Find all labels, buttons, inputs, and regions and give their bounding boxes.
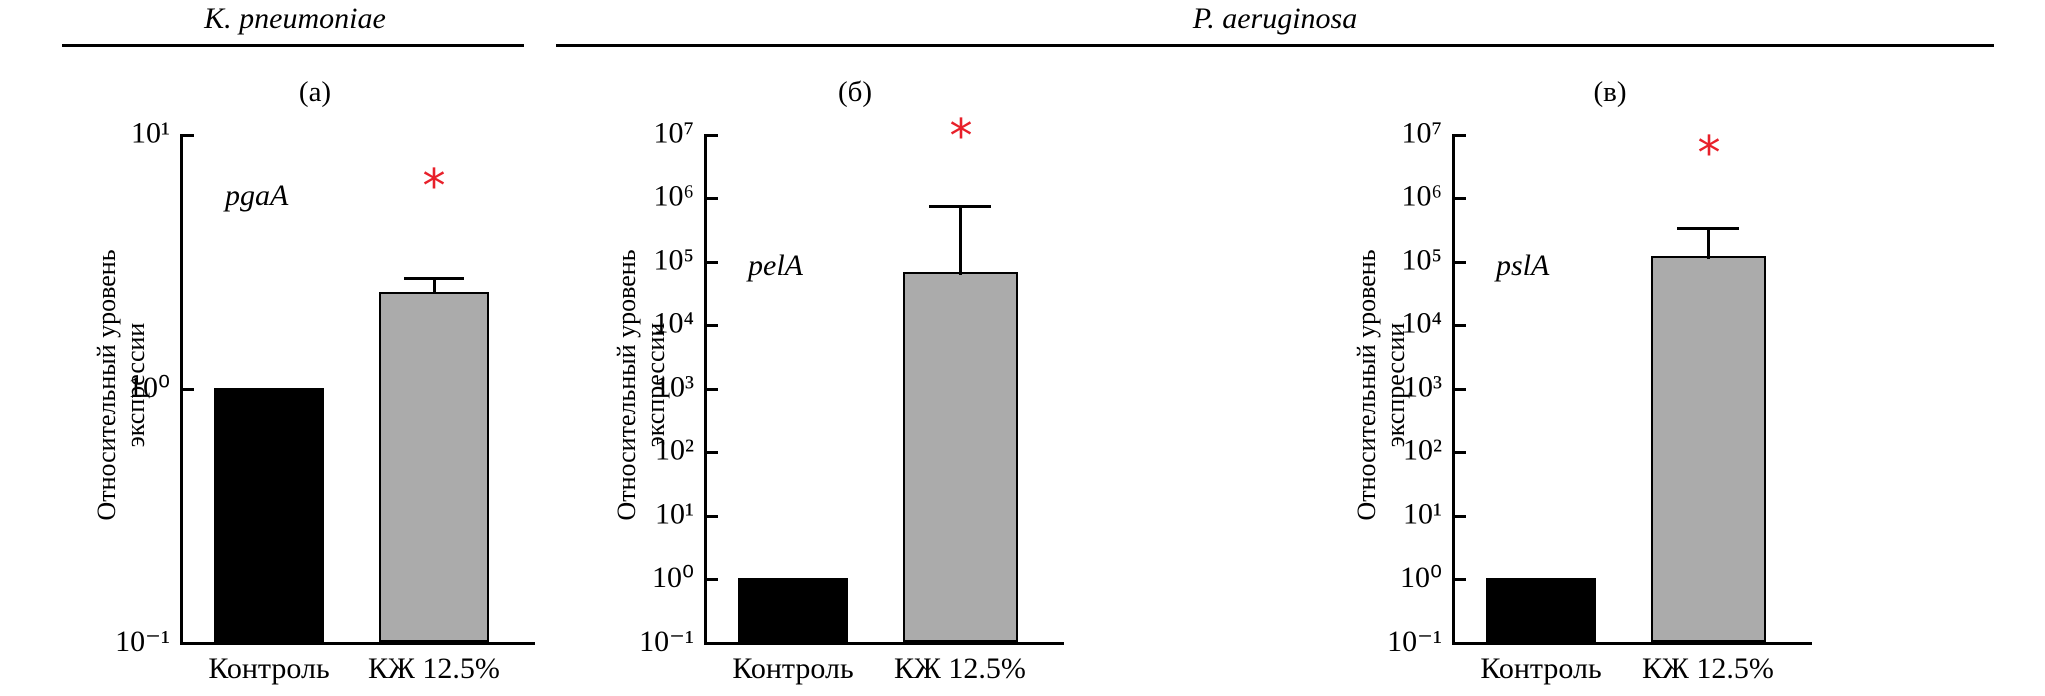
panel-b-letter: (б) xyxy=(837,76,873,108)
panel-b-ticklabel-1e-1: 10⁻¹ xyxy=(639,624,694,658)
panel-b: (б) Относительный уровень экспрессии 10⁷… xyxy=(560,0,1300,696)
panel-b-bar-treatment xyxy=(903,272,1018,642)
panel-c-tick-1e7 xyxy=(1453,134,1466,137)
panel-a-ticklabel-1e1: 10¹ xyxy=(131,116,170,150)
panel-b-tick-1e5 xyxy=(705,261,718,264)
panel-c-ticklabel-1e3: 10³ xyxy=(1403,370,1442,404)
panel-a-ticklabel-1e-1: 10⁻¹ xyxy=(115,624,170,658)
panel-a-gene-label: pgaA xyxy=(225,179,289,212)
panel-a-tick-1e1 xyxy=(181,134,194,137)
panel-c-xlabel-control: Контроль xyxy=(1480,652,1602,685)
panel-b-ticklabel-1e5: 10⁵ xyxy=(653,243,694,277)
panel-a-xlabel-control: Контроль xyxy=(208,652,330,685)
panel-b-ticklabel-1e0: 10⁰ xyxy=(651,560,694,594)
panel-a-error-cap xyxy=(404,277,464,280)
panel-c-ticklabel-1e4: 10⁴ xyxy=(1401,306,1442,340)
panel-a-bar-treatment xyxy=(379,292,489,642)
panel-c-gene-label: pslA xyxy=(1496,249,1550,282)
panel-a-bar-control xyxy=(214,388,324,642)
header-rule-left xyxy=(62,44,524,47)
panel-c-bar-treatment xyxy=(1651,256,1766,642)
panel-c-tick-1e5 xyxy=(1453,261,1466,264)
panel-c-tick-1e4 xyxy=(1453,324,1466,327)
panel-b-ticklabel-1e1: 10¹ xyxy=(655,497,694,531)
panel-c-ticklabel-1e1: 10¹ xyxy=(1403,497,1442,531)
panel-a-tick-1e0 xyxy=(181,388,194,391)
panel-c-ticklabel-1e0: 10⁰ xyxy=(1399,560,1442,594)
panel-b-tick-1e4 xyxy=(705,324,718,327)
panel-c-ticklabel-1e6: 10⁶ xyxy=(1401,179,1442,213)
panel-b-ticklabel-1e6: 10⁶ xyxy=(653,179,694,213)
panel-b-tick-1e2 xyxy=(705,451,718,454)
panel-c-tick-1e0 xyxy=(1453,578,1466,581)
panel-b-error-cap xyxy=(929,205,991,208)
header-rule-right xyxy=(556,44,1994,47)
panel-c-ticklabel-1e-1: 10⁻¹ xyxy=(1387,624,1442,658)
panel-a-xlabel-treatment: КЖ 12.5% xyxy=(368,652,500,685)
panel-b-error-stem xyxy=(959,205,962,275)
panel-b-xlabel-control: Контроль xyxy=(732,652,854,685)
panel-b-tick-1e0 xyxy=(705,578,718,581)
panel-a-x-axis xyxy=(180,642,535,645)
panel-c-tick-1e1 xyxy=(1453,515,1466,518)
panel-c-tick-1e3 xyxy=(1453,388,1466,391)
panel-b-bar-control xyxy=(738,578,848,642)
panel-a-letter: (а) xyxy=(298,76,332,108)
header-k-pneumoniae: K. pneumoniae xyxy=(204,2,386,35)
panel-b-ticklabel-1e3: 10³ xyxy=(655,370,694,404)
panel-c-ticklabel-1e2: 10² xyxy=(1403,433,1442,467)
panel-c-letter: (в) xyxy=(1593,76,1627,108)
panel-c-significance-asterisk: * xyxy=(1697,126,1721,180)
panel-a-error-stem xyxy=(433,277,436,294)
header-p-aeruginosa: P. aeruginosa xyxy=(1192,2,1358,35)
panel-c-error-stem xyxy=(1707,227,1710,259)
panel-b-ticklabel-1e7: 10⁷ xyxy=(653,116,694,150)
panel-b-significance-asterisk: * xyxy=(949,109,973,163)
panel-b-tick-1e1 xyxy=(705,515,718,518)
panel-c-bar-control xyxy=(1486,578,1596,642)
panel-a-significance-asterisk: * xyxy=(422,159,446,213)
panel-c-x-axis xyxy=(1452,642,1812,645)
panel-b-tick-1e7 xyxy=(705,134,718,137)
panel-c-tick-1e2 xyxy=(1453,451,1466,454)
panel-b-ticklabel-1e2: 10² xyxy=(655,433,694,467)
panel-b-tick-1e3 xyxy=(705,388,718,391)
panel-c-tick-1e6 xyxy=(1453,197,1466,200)
panel-a-ticklabel-1e0: 10⁰ xyxy=(127,370,170,404)
panel-b-ticklabel-1e4: 10⁴ xyxy=(653,306,694,340)
panel-c: (в) Относительный уровень экспрессии 10⁷… xyxy=(1300,0,2045,696)
panel-b-tick-1e6 xyxy=(705,197,718,200)
panel-b-gene-label: pelA xyxy=(748,249,803,282)
panel-c-ticklabel-1e7: 10⁷ xyxy=(1401,116,1442,150)
panel-b-xlabel-treatment: КЖ 12.5% xyxy=(894,652,1026,685)
panel-c-ticklabel-1e5: 10⁵ xyxy=(1401,243,1442,277)
panel-a: (а) Относительный уровень экспрессии 10¹… xyxy=(0,0,560,696)
panel-b-x-axis xyxy=(704,642,1064,645)
panel-c-error-cap xyxy=(1677,227,1739,230)
panel-c-xlabel-treatment: КЖ 12.5% xyxy=(1642,652,1774,685)
